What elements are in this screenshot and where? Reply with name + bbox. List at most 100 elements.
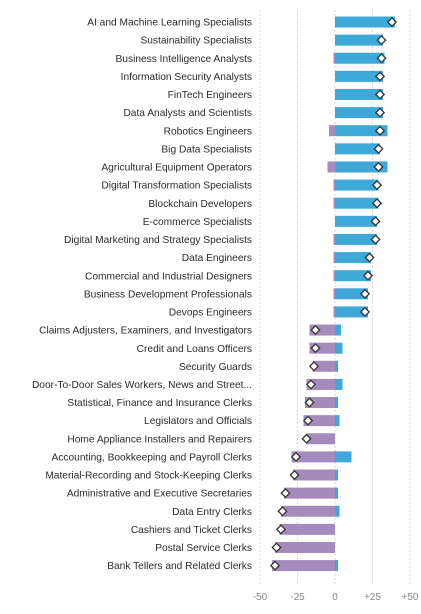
bar-negative-segment (293, 469, 335, 481)
diamond-marker (373, 161, 384, 173)
x-tick-label: 0 (332, 592, 338, 603)
category-label: Sustainability Specialists (140, 36, 252, 47)
category-label: Bank Tellers and Related Clerks (107, 561, 252, 572)
bar-positive-segment (335, 378, 343, 390)
diamond-marker (269, 560, 281, 571)
bar-positive-segment (335, 324, 341, 336)
bar (335, 16, 395, 28)
category-label: Claims Adjusters, Examiners, and Investi… (39, 326, 252, 337)
diamond-marker (359, 288, 371, 299)
diamond-marker (386, 16, 398, 28)
diamond-marker (371, 179, 383, 191)
bar (335, 252, 371, 264)
category-label: Cashiers and Ticket Clerks (131, 525, 252, 536)
bar (335, 107, 383, 119)
diamond-marker (305, 379, 317, 390)
diamond-marker (370, 216, 381, 227)
diamond-marker (364, 252, 375, 263)
bar-negative-segment (281, 505, 335, 517)
bar (335, 179, 379, 191)
category-label: Home Appliance Installers and Repairers (67, 434, 252, 445)
category-label: Data Entry Clerks (172, 507, 252, 518)
bar-negative-segment (333, 233, 335, 245)
diamond-marker (271, 542, 282, 553)
bar (335, 143, 380, 155)
x-tick-label: +25 (364, 592, 381, 603)
bar (335, 52, 385, 64)
diamond-marker (359, 306, 371, 318)
category-label: Administrative and Executive Secretaries (67, 489, 252, 500)
bar-negative-segment (333, 197, 335, 209)
diamond-marker (373, 143, 384, 154)
bar-negative-segment (284, 487, 335, 499)
bar-positive-segment (335, 415, 340, 427)
bar-positive-segment (335, 505, 340, 517)
diamond-marker (370, 234, 381, 245)
bar-negative-segment (333, 270, 335, 282)
diamond-marker (371, 198, 383, 209)
diamond-marker (376, 35, 387, 46)
category-label: Door-To-Door Sales Workers, News and Str… (32, 380, 252, 391)
diamond-marker (280, 488, 291, 499)
category-label: Business Intelligence Analysts (116, 54, 252, 65)
bar-negative-segment (327, 161, 335, 173)
bar-negative-segment (306, 433, 335, 445)
category-label: Big Data Specialists (161, 144, 252, 155)
bar-negative-segment (303, 415, 335, 427)
bar-negative-segment (305, 397, 335, 409)
bar (335, 125, 388, 137)
diamond-marker (304, 397, 315, 408)
bar (335, 288, 368, 300)
bar-positive-segment (335, 469, 338, 481)
category-label: Digital Marketing and Strategy Specialis… (64, 235, 252, 246)
category-label: E-commerce Specialists (143, 217, 252, 228)
category-label: AI and Machine Learning Specialists (87, 18, 252, 29)
bar-negative-segment (309, 324, 335, 336)
diamond-marker (289, 469, 300, 481)
bar-positive-segment (335, 360, 338, 372)
category-label: Digital Transformation Specialists (101, 181, 252, 192)
diamond-marker (374, 107, 386, 118)
bar-negative-segment (333, 179, 335, 191)
bar (335, 233, 377, 245)
bar-negative-segment (333, 288, 335, 300)
diamond-marker (310, 343, 321, 354)
category-label: Statistical, Finance and Insurance Clerk… (67, 398, 252, 409)
x-tick-label: +50 (402, 592, 419, 603)
diamond-marker (275, 524, 287, 535)
bar (335, 88, 383, 100)
category-label: Information Security Analysts (121, 72, 252, 83)
bar-positive-segment (335, 451, 352, 463)
x-tick-label: -25 (290, 592, 305, 603)
category-label: Data Analysts and Scientists (123, 108, 252, 119)
category-label: Business Development Professionals (84, 289, 252, 300)
category-label: Postal Service Clerks (155, 543, 252, 554)
bar (335, 270, 371, 282)
diamond-marker (376, 53, 387, 64)
category-label: Legislators and Officials (144, 416, 252, 427)
bar-negative-segment (333, 52, 335, 64)
category-label: FinTech Engineers (168, 90, 252, 101)
diamond-marker (310, 324, 321, 336)
bar-positive-segment (335, 487, 338, 499)
bar (335, 70, 383, 82)
category-label: Data Engineers (182, 253, 252, 264)
category-label: Robotics Engineers (164, 126, 252, 137)
bar-negative-segment (291, 451, 335, 463)
bar-negative-segment (309, 342, 335, 354)
bar-negative-segment (333, 306, 335, 318)
category-label: Accounting, Bookkeeping and Payroll Cler… (52, 452, 252, 463)
bar-negative-segment (279, 523, 335, 535)
bar-negative-segment (306, 378, 335, 390)
bar-positive-segment (335, 342, 343, 354)
diamond-marker (277, 506, 288, 517)
diamond-marker (301, 433, 312, 444)
bar-positive-segment (335, 397, 338, 409)
bar-negative-segment (275, 541, 335, 553)
category-label: Credit and Loans Officers (137, 344, 252, 355)
bar (335, 215, 377, 227)
category-label: Devops Engineers (169, 308, 252, 319)
bar-negative-segment (333, 252, 335, 264)
